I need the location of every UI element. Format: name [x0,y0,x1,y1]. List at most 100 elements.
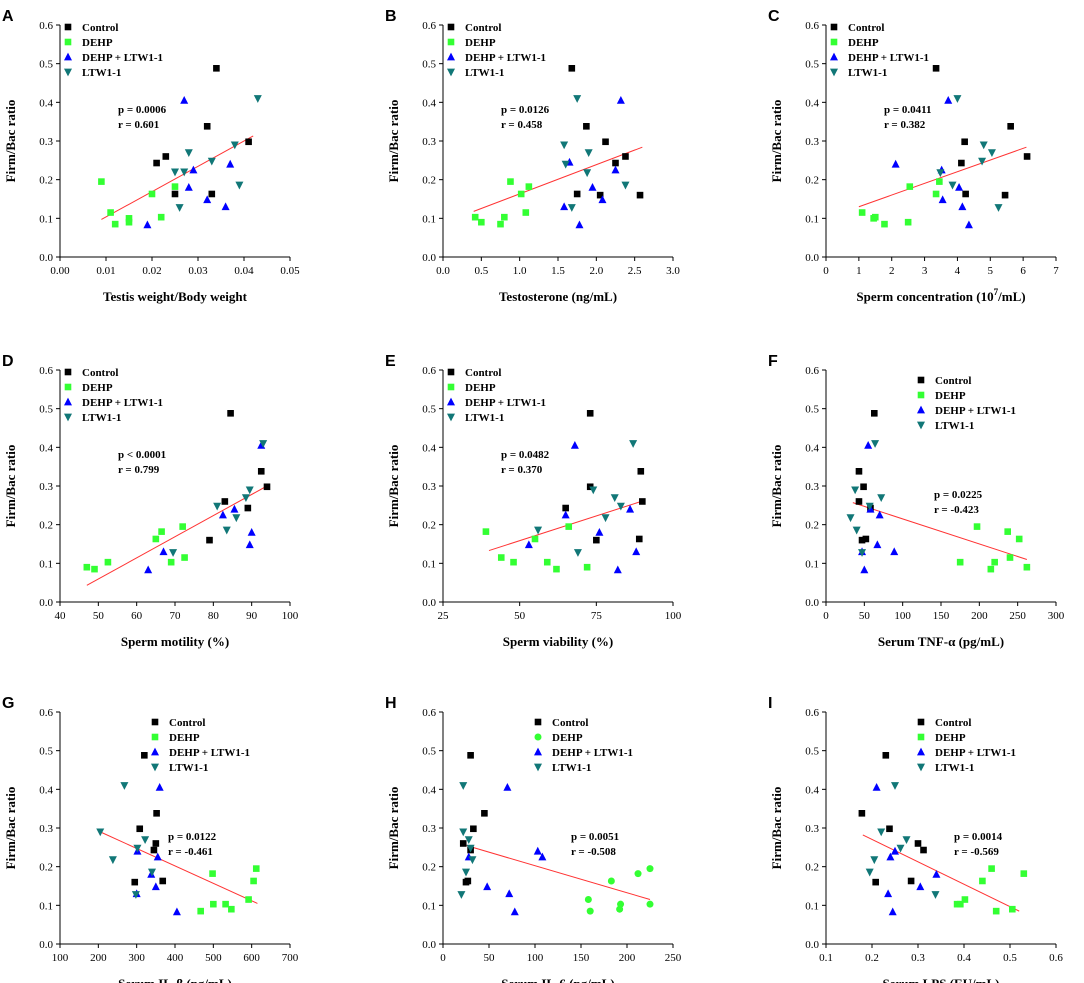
panel-i-control-point-1 [872,878,879,886]
panel-c-ytick-label: 0.5 [805,59,819,71]
panel-c-legend-ltw1-1-point-symbol [830,68,838,77]
panel-c-dehp-point-5 [906,183,914,190]
panel-g-series-dehp [197,865,260,915]
panel-e-ltw1-1-point-5 [616,502,625,511]
panel-b-series-ltw1-1 [560,95,630,212]
panel-d: D 0.0 0.1 0.2 0.3 0.4 0.5 0.6 40 50 60 70 80 90 100 Fir… [2,353,299,649]
panel-a-p-value: p = 0.0006 [118,104,167,116]
panel-i-ltw1-1-point-6 [931,891,940,899]
panel-b-legend-control-point-symbol [447,23,455,31]
panel-h-xtick-label: 200 [619,952,636,964]
panel-a-dehp-ltw1-1-point-0 [143,220,152,229]
panel-d-dehp-point-0 [83,563,91,571]
panel-c-xtick-label: 3 [922,265,928,277]
panel-d-legend-label-dehp: DEHP [82,382,113,394]
panel-d-legend-dehp-point-symbol [64,383,72,391]
panel-e-control-point-1 [586,410,594,417]
panel-f-legend-ltw1-1-point-symbol [917,421,925,430]
panel-b-ytick-label: 0.2 [422,175,436,187]
panel-e-legend-dehp-point-symbol [447,383,455,391]
panel-i-ltw1-1-point-2 [877,828,886,837]
panel-d-dehp-point-3 [152,535,160,543]
panel-d-legend-dehp-ltw1-1-point-symbol [64,397,72,406]
panel-f-x-title: Serum TNF-α (pg/mL) [878,634,1004,649]
panel-i-legend-label-dehp-ltw1-1: DEHP + LTW1-1 [935,747,1016,759]
panel-b-xtick-label: 2.5 [628,265,642,277]
panel-h-ltw1-1-point-2 [462,868,470,877]
panel-h-p-value: p = 0.0051 [571,831,619,843]
panel-a-ytick-label: 0.5 [39,59,53,71]
panel-a-ytick-label: 0.1 [39,213,53,225]
panel-g-control-point-3 [150,846,158,854]
panel-f-dehp-point-0 [956,558,964,566]
panel-a-dehp-point-6 [148,190,156,198]
panel-d-dehp-ltw1-1-point-2 [218,510,227,519]
panel-f-series-dehp-ltw1-1 [858,441,899,574]
panel-b-dehp-ltw1-1-point-5 [611,165,620,174]
panel-c-xtick-label: 7 [1053,265,1059,277]
panel-e-dehp-ltw1-1-point-6 [632,547,641,556]
panel-e-series-dehp-ltw1-1 [524,441,641,574]
panel-a-ytick-label: 0.6 [39,20,53,32]
panel-h-dehp-ltw1-1-point-6 [538,852,547,861]
panel-i-dehp-ltw1-1-point-4 [916,882,925,891]
panel-b-dehp-ltw1-1-point-2 [575,220,584,229]
panel-a-control-point-0 [153,159,160,167]
panel-g-ytick-label: 0.5 [39,746,53,758]
panel-f-xtick-label: 200 [971,610,988,622]
panel-f-dehp-ltw1-1-point-1 [860,565,869,574]
panel-e-legend: Control DEHP DEHP + LTW1-1 LTW1-1 [447,367,546,424]
panel-d-control-point-1 [221,498,229,505]
panel-f-xtick-label: 0 [823,610,829,622]
panel-i-control-point-3 [886,825,893,833]
panel-c-ltw1-1-point-2 [978,157,987,166]
panel-g-dehp-point-2 [210,900,217,908]
panel-g-legend-label-ltw1-1: LTW1-1 [169,762,208,774]
panel-e-dehp-ltw1-1-point-1 [561,510,570,519]
panel-i-legend-label-control: Control [935,717,971,729]
panel-h-letter: H [385,695,397,712]
panel-c-legend-label-control: Control [848,22,884,34]
panel-a-fit-line [101,135,254,220]
panel-g-dehp-point-6 [250,877,257,885]
panel-i-dehp-point-2 [961,896,969,903]
panel-a-legend-dehp-ltw1-1-point-symbol [64,52,72,61]
panel-d-ytick-label: 0.5 [39,404,53,416]
panel-d-ltw1-1-point-2 [222,526,231,535]
panel-h-control-point-3 [467,752,474,759]
panel-c-dehp-ltw1-1-point-4 [958,202,967,211]
panel-f-legend-label-control: Control [935,375,971,387]
panel-f-dehp-point-7 [1023,563,1031,571]
panel-c-p-value: p = 0.0411 [884,104,932,116]
panel-c-x-title: Sperm concentration (107/mL) [856,287,1025,304]
panel-h-x-title: Serum IL-6 (pg/mL) [501,976,614,983]
panel-g-control-point-1 [136,825,144,833]
panel-d-series-dehp [83,523,188,573]
panel-b-dehp-ltw1-1-point-0 [560,202,569,211]
panel-f-series-dehp [956,523,1031,573]
panel-h-dehp-point-0 [584,896,592,904]
panel-e-legend-ltw1-1-point-symbol [447,413,455,422]
panel-g-fit-line [100,831,258,904]
panel-d-control-point-3 [244,504,252,512]
panel-g-legend-label-control: Control [169,717,205,729]
panel-i-ltw1-1-point-4 [896,844,905,853]
panel-c-ytick-label: 0.2 [805,175,819,187]
panel-d-control-point-2 [227,410,234,417]
panel-a-ltw1-1-point-6 [171,168,179,177]
panel-h-legend-label-ltw1-1: LTW1-1 [552,762,591,774]
panel-e-dehp-ltw1-1-point-4 [613,565,622,574]
panel-a-series-control [153,65,252,198]
panel-c-ytick-label: 0.1 [805,213,819,225]
panel-e-dehp-point-3 [531,535,539,543]
panel-e-p-value: p = 0.0482 [501,449,550,461]
panel-h-series-control [459,752,488,886]
panel-a-ytick-label: 0.4 [39,97,53,109]
panel-a-control-point-2 [171,190,179,198]
panel-e-ytick-label: 0.4 [422,442,436,454]
panel-g-control-point-6 [159,877,167,885]
panel-b-xtick-label: 1.0 [513,265,527,277]
panel-b-xtick-label: 0.5 [474,265,488,277]
panel-h-dehp-ltw1-1-point-4 [510,907,519,916]
panel-d-fit-line [86,485,268,586]
